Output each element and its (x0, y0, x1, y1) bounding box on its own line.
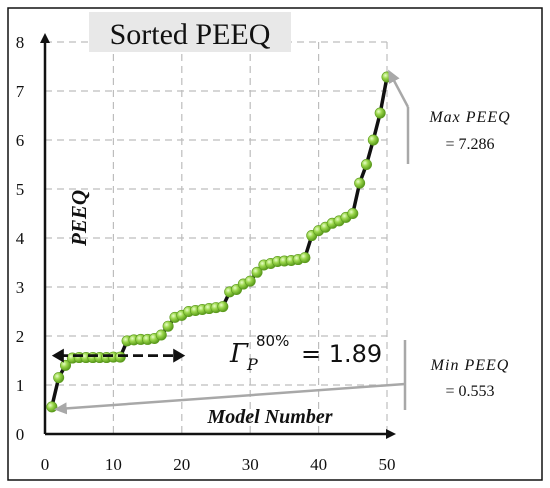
max-peeq-value: = 7.286 (445, 136, 494, 153)
data-point (162, 320, 174, 332)
x-tick-label: 40 (310, 455, 327, 474)
x-tick-label: 30 (242, 455, 259, 474)
data-point (244, 275, 256, 287)
y-tick-label: 7 (16, 82, 25, 101)
data-point (46, 401, 58, 413)
data-point (53, 372, 65, 384)
data-point (354, 177, 366, 189)
data-point (299, 252, 311, 264)
y-axis-label: PEEQ (67, 190, 91, 247)
max-arrow (388, 69, 410, 108)
data-point (347, 208, 359, 220)
x-tick-label: 0 (41, 455, 50, 474)
threshold-arrowhead-left (51, 348, 64, 363)
y-tick-label: 4 (16, 229, 25, 248)
y-tick-label: 2 (16, 327, 25, 346)
axes (40, 33, 396, 439)
data-point (60, 359, 72, 371)
threshold-value-label: = 1.89 (301, 340, 382, 368)
gamma-subscript: P (246, 355, 258, 374)
data-point (251, 266, 263, 278)
figure-frame (7, 7, 543, 481)
gamma-superscript: 80% (256, 332, 289, 350)
series-points (46, 71, 393, 413)
x-tick-label: 10 (105, 455, 122, 474)
y-tick-label: 5 (16, 180, 25, 199)
x-tick-label: 50 (379, 455, 396, 474)
data-point (367, 134, 379, 146)
y-tick-label: 8 (16, 33, 25, 52)
min-arrow (53, 382, 406, 415)
y-tick-label: 3 (16, 278, 25, 297)
data-point (217, 301, 229, 313)
data-point (381, 71, 393, 83)
data-point (360, 159, 372, 171)
data-point (374, 107, 386, 119)
max-peeq-label: Max PEEQ (428, 109, 510, 126)
annotations (51, 69, 410, 415)
y-tick-label: 1 (16, 376, 25, 395)
y-tick-label: 0 (16, 425, 25, 444)
min-peeq-label: Min PEEQ (430, 357, 510, 374)
tick-labels: 0 1 2 3 4 5 6 7 8 0 10 20 30 40 50 (16, 33, 396, 474)
threshold-arrowhead-right (173, 348, 186, 363)
x-axis-label: Model Number (207, 406, 333, 428)
x-tick-label: 20 (173, 455, 190, 474)
chart-title: Sorted PEEQ (110, 18, 271, 51)
gamma-symbol: Γ (229, 339, 249, 369)
data-point (155, 329, 167, 341)
y-tick-label: 6 (16, 131, 25, 150)
title-box (89, 12, 291, 52)
data-point (114, 351, 126, 363)
min-peeq-value: = 0.553 (445, 383, 494, 400)
